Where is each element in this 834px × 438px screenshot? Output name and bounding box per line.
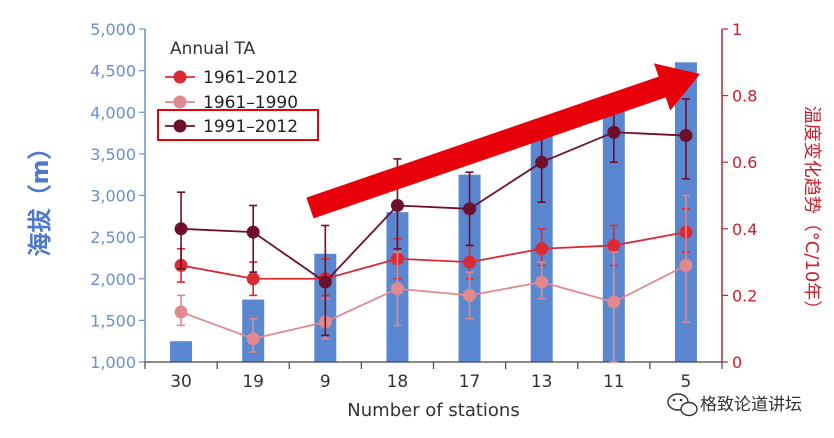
data-point (535, 275, 549, 289)
left-tick-label: 4,000 (90, 103, 136, 122)
data-point (607, 295, 621, 309)
x-tick-label: 5 (681, 372, 692, 392)
left-ticks: 1,000 1,500 2,000 2,500 3,000 3,500 4,000 4,500… (90, 20, 145, 372)
data-point (246, 225, 260, 239)
x-tick-label: 9 (320, 372, 331, 392)
data-point (679, 258, 693, 272)
right-tick-label: 0.8 (732, 87, 757, 106)
left-tick-label: 2,500 (90, 228, 136, 247)
data-point (318, 275, 332, 289)
left-tick-label: 1,500 (90, 311, 136, 330)
x-tick-label: 30 (170, 372, 192, 392)
trend-arrow (306, 63, 700, 219)
legend-marker (173, 70, 187, 84)
series-line (181, 131, 686, 284)
elevation-bar (170, 341, 193, 362)
legend-highlight-box (157, 109, 319, 141)
x-ticks: 30 19 9 18 17 13 11 5 (144, 362, 723, 392)
right-tick-label: 0.4 (732, 220, 757, 239)
data-point (463, 288, 477, 302)
right-ticks: 0 0.2 0.4 0.6 0.8 1 (722, 20, 757, 372)
right-tick-label: 0.2 (732, 286, 757, 305)
left-tick-label: 4,500 (90, 62, 136, 81)
right-tick-label: 1 (732, 20, 742, 39)
data-point (390, 198, 404, 212)
legend-title: Annual TA (170, 39, 256, 59)
x-tick-label: 17 (459, 372, 481, 392)
data-point (174, 222, 188, 236)
legend-label: 1961–2012 (203, 68, 298, 88)
data-point (246, 272, 260, 286)
left-tick-label: 1,000 (90, 353, 136, 372)
left-tick-label: 5,000 (90, 20, 136, 39)
left-tick-label: 2,000 (90, 270, 136, 289)
left-axis-label: 海拔（m） (26, 135, 54, 256)
left-tick-label: 3,000 (90, 187, 136, 206)
trend-arrow-icon (306, 63, 700, 219)
data-point (607, 238, 621, 252)
x-tick-label: 19 (242, 372, 264, 392)
right-tick-label: 0 (732, 353, 742, 372)
data-point (463, 202, 477, 216)
x-axis-label: Number of stations (347, 400, 519, 421)
legend-label: 1991–2012 (203, 117, 298, 137)
data-point (679, 129, 693, 143)
right-axis-label: 温度变化趋势（°C/10年） (801, 106, 822, 319)
wechat-icon (667, 393, 698, 417)
data-point (174, 305, 188, 319)
series-line (180, 231, 687, 280)
data-point (535, 242, 549, 256)
series-1961–1990 (174, 194, 693, 363)
data-point (535, 155, 549, 169)
legend-marker (173, 95, 187, 109)
legend: Annual TA 1961–2012 1961–1990 1991–2012 (157, 39, 319, 141)
watermark-text: 格致论道讲坛 (700, 395, 802, 415)
left-tick-label: 3,500 (90, 145, 136, 164)
legend-marker (173, 119, 187, 133)
watermark: 格致论道讲坛 (667, 393, 802, 417)
x-tick-label: 13 (531, 372, 553, 392)
data-point (463, 255, 477, 269)
x-tick-label: 18 (387, 372, 409, 392)
data-point (390, 282, 404, 296)
data-point (246, 332, 260, 346)
x-tick-label: 11 (603, 372, 625, 392)
data-point (607, 125, 621, 139)
legend-label: 1961–1990 (203, 93, 298, 113)
right-tick-label: 0.6 (732, 153, 757, 172)
series-line (180, 264, 687, 340)
